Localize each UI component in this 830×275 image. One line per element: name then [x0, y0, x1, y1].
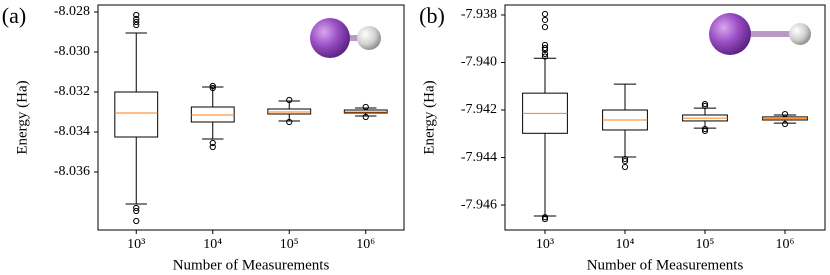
flier	[209, 143, 216, 151]
x-axis-label: Number of Measurements	[587, 257, 744, 273]
flier	[701, 100, 709, 108]
x-tick-label: 10⁴	[203, 237, 222, 252]
y-tick-label: -7.944	[461, 150, 497, 165]
y-tick-label: -7.946	[461, 197, 497, 212]
x-tick-label: 10⁴	[616, 237, 635, 252]
flier	[621, 163, 629, 171]
x-axis-label: Number of Measurements	[173, 257, 330, 273]
y-tick-label: -8.036	[54, 164, 90, 179]
flier	[133, 15, 140, 23]
box	[114, 91, 159, 138]
flier	[209, 139, 216, 147]
flier	[701, 125, 709, 133]
flier	[133, 207, 140, 215]
flier	[541, 44, 549, 52]
panel-label: (b)	[419, 3, 445, 28]
flier	[362, 103, 369, 111]
flier	[781, 110, 789, 118]
x-tick-label: 10⁵	[280, 237, 299, 252]
x-tick-label: 10³	[127, 237, 145, 252]
flier	[541, 16, 549, 24]
flier	[133, 11, 140, 19]
flier	[541, 53, 549, 60]
flier	[541, 215, 549, 223]
axes-frame	[504, 4, 826, 231]
y-axis-label: Energy (Ha)	[14, 80, 30, 154]
flier	[286, 96, 293, 104]
flier	[209, 82, 216, 90]
flier	[286, 118, 293, 126]
flier	[541, 10, 549, 18]
x-tick-label: 10⁵	[696, 237, 715, 252]
flier	[621, 157, 629, 165]
panel-label: (a)	[2, 3, 26, 28]
y-axis-label: Energy (Ha)	[421, 80, 437, 154]
flier	[781, 120, 789, 128]
y-tick-label: -8.032	[54, 84, 90, 99]
x-tick-label: 10⁶	[356, 237, 375, 252]
axes-frame	[97, 4, 405, 231]
molecule-b	[709, 13, 811, 55]
flier	[362, 113, 369, 121]
flier	[621, 155, 629, 163]
y-tick-label: -7.942	[461, 102, 497, 117]
flier	[541, 50, 549, 58]
y-tick-label: -7.938	[461, 7, 497, 22]
flier	[701, 102, 709, 110]
flier	[209, 84, 216, 92]
flier	[541, 23, 549, 31]
flier	[701, 127, 709, 135]
y-tick-label: -8.034	[54, 124, 90, 139]
flier	[133, 217, 140, 225]
flier	[541, 46, 549, 54]
flier	[133, 204, 140, 212]
y-tick-label: -7.940	[461, 55, 497, 70]
flier	[133, 21, 140, 29]
flier	[541, 214, 549, 221]
y-tick-label: -8.028	[54, 4, 90, 19]
x-tick-label: 10⁶	[776, 237, 795, 252]
molecule-a	[310, 18, 381, 58]
flier	[133, 18, 140, 26]
x-tick-label: 10³	[536, 237, 554, 252]
y-tick-label: -8.030	[54, 44, 90, 59]
